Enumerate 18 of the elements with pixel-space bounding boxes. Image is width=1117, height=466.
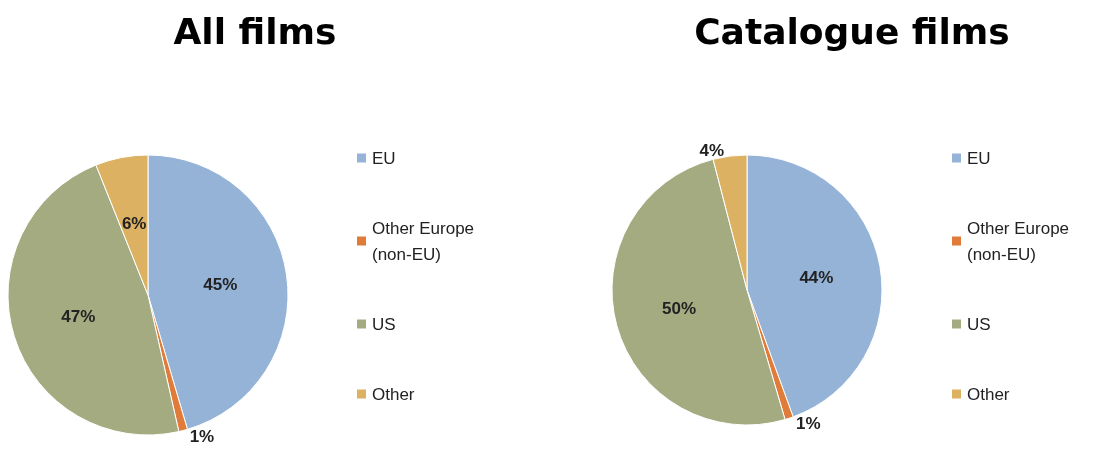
legend-label: EU (372, 148, 396, 168)
data-label: 4% (699, 140, 725, 160)
legend-label: US (372, 314, 396, 334)
chart-title: All films (173, 10, 337, 52)
data-label: 6% (121, 213, 147, 233)
legend-label: Other Europe (non-EU) (372, 218, 479, 264)
data-label: 47% (61, 307, 96, 327)
data-label: 44% (799, 268, 834, 288)
data-label: 50% (662, 299, 697, 319)
chart-title: Catalogue films (694, 10, 1010, 52)
data-label: 1% (796, 414, 821, 434)
legend-label: EU (967, 148, 991, 168)
data-label: 1% (189, 426, 215, 446)
legend-label: Other (967, 384, 1010, 404)
legend-label: Other (372, 384, 415, 404)
data-label: 45% (203, 275, 238, 295)
legend-label: Other Europe (non-EU) (967, 218, 1074, 264)
legend-label: US (967, 314, 991, 334)
